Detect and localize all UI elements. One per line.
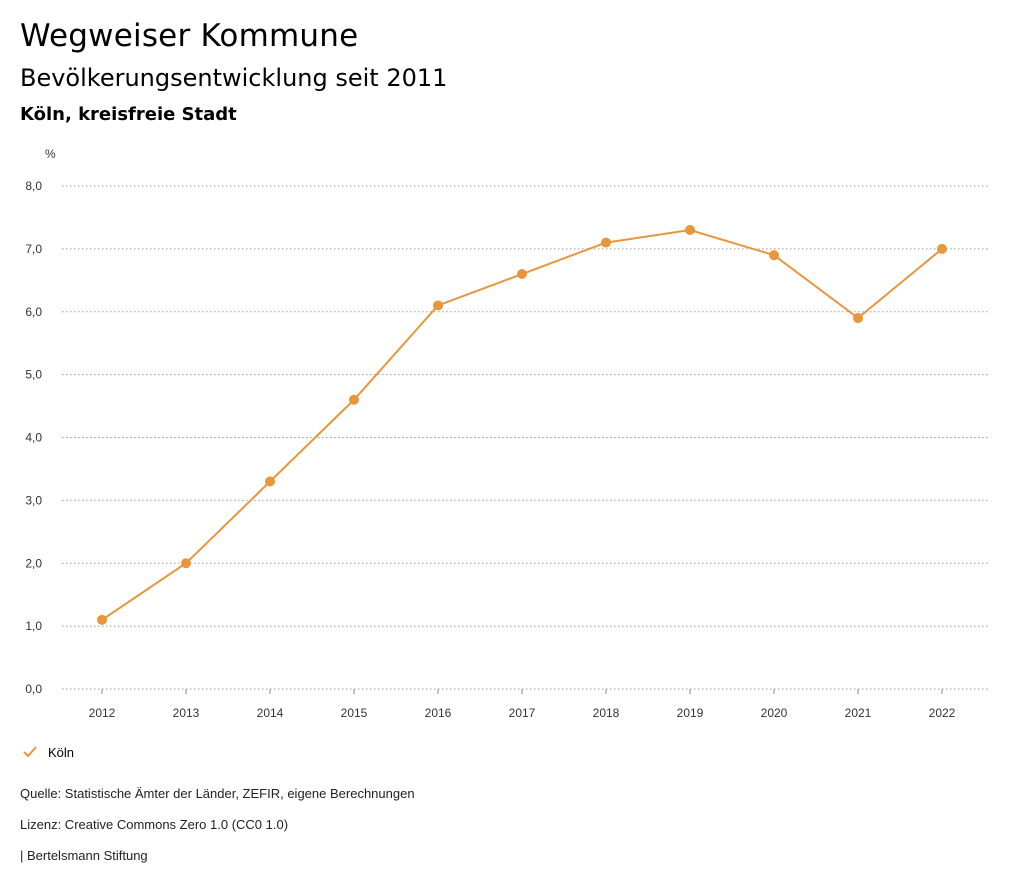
license-note: Lizenz: Creative Commons Zero 1.0 (CC0 1… xyxy=(20,817,289,832)
data-point xyxy=(601,237,611,248)
y-tick-label: 7,0 xyxy=(25,242,42,256)
data-point xyxy=(685,225,695,236)
data-point xyxy=(97,614,107,625)
y-tick-label: 4,0 xyxy=(25,431,42,445)
x-tick-label: 2013 xyxy=(173,706,200,720)
x-tick-label: 2022 xyxy=(929,706,956,720)
x-tick-label: 2019 xyxy=(677,706,704,720)
x-tick-label: 2014 xyxy=(257,706,284,720)
series-line xyxy=(101,228,943,621)
legend-label: Köln xyxy=(48,744,75,760)
x-tick-label: 2020 xyxy=(761,706,788,720)
x-tick-label: 2017 xyxy=(509,706,536,720)
x-tick-label: 2016 xyxy=(425,706,452,720)
data-point xyxy=(349,394,359,405)
y-tick-label: 3,0 xyxy=(25,493,42,507)
legend[interactable]: Köln xyxy=(22,744,74,760)
y-tick-label: 8,0 xyxy=(25,179,42,193)
x-tick-label: 2012 xyxy=(89,706,116,720)
region-label: Köln, kreisfreie Stadt xyxy=(20,104,237,125)
chart-subtitle: Bevölkerungsentwicklung seit 2011 xyxy=(20,64,448,92)
legend-check-icon xyxy=(23,746,37,758)
y-axis-unit-label: % xyxy=(45,147,56,161)
data-point xyxy=(769,250,779,261)
line-chart: % 0,0 1,0 2,0 3,0 4,0 5,0 6,0 7,0 8,0 2012 2013 2014… xyxy=(25,147,990,720)
x-tick-label: 2015 xyxy=(341,706,368,720)
data-point xyxy=(517,269,527,280)
data-point xyxy=(853,313,863,324)
x-tick-label: 2021 xyxy=(845,706,872,720)
data-point xyxy=(937,243,947,254)
credit-note: | Bertelsmann Stiftung xyxy=(20,848,148,863)
y-tick-label: 0,0 xyxy=(25,682,42,696)
page-title: Wegweiser Kommune xyxy=(20,18,359,54)
y-tick-label: 2,0 xyxy=(25,556,42,570)
data-point xyxy=(181,558,191,569)
data-point xyxy=(433,300,443,311)
source-note: Quelle: Statistische Ämter der Länder, Z… xyxy=(20,786,415,801)
y-tick-label: 5,0 xyxy=(25,368,42,382)
data-point xyxy=(265,476,275,487)
x-tick-label: 2018 xyxy=(593,706,620,720)
y-tick-label: 1,0 xyxy=(25,619,42,633)
y-tick-label: 6,0 xyxy=(25,305,42,319)
